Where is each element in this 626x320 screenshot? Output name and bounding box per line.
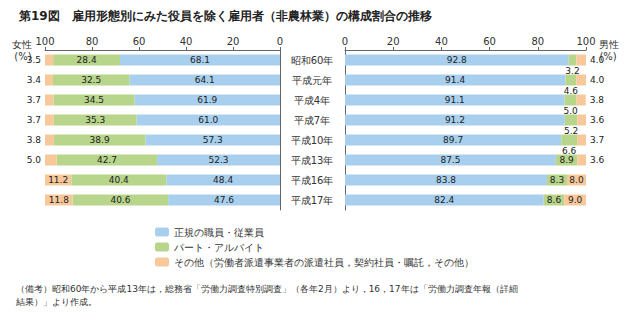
svg-text:40.4: 40.4 [109, 175, 129, 185]
svg-text:87.5: 87.5 [440, 155, 460, 165]
svg-text:91.1: 91.1 [445, 95, 465, 105]
svg-text:5.0: 5.0 [563, 106, 578, 116]
svg-text:3.7: 3.7 [27, 115, 41, 125]
svg-text:5.2: 5.2 [564, 126, 578, 136]
svg-text:11.2: 11.2 [48, 175, 68, 185]
svg-text:38.9: 38.9 [90, 135, 110, 145]
svg-text:28.4: 28.4 [77, 55, 97, 65]
svg-text:68.1: 68.1 [190, 55, 210, 65]
svg-text:40: 40 [435, 36, 448, 47]
svg-text:82.4: 82.4 [434, 195, 454, 205]
svg-text:89.7: 89.7 [443, 135, 463, 145]
svg-text:8.9: 8.9 [559, 155, 574, 165]
svg-text:91.2: 91.2 [445, 115, 465, 125]
svg-text:40.6: 40.6 [110, 195, 130, 205]
svg-text:32.5: 32.5 [81, 75, 101, 85]
svg-text:8.0: 8.0 [569, 175, 584, 185]
svg-text:48.4: 48.4 [213, 175, 233, 185]
svg-text:3.8: 3.8 [590, 95, 605, 105]
svg-text:平成元年: 平成元年 [292, 75, 332, 86]
svg-text:（備考）昭和60年から平成13年は，総務省「労働力調査特別調: （備考）昭和60年から平成13年は，総務省「労働力調査特別調査」（各年2月）より… [16, 284, 518, 294]
svg-text:100: 100 [576, 36, 595, 47]
svg-text:61.9: 61.9 [197, 95, 217, 105]
svg-text:パート・アルバイト: パート・アルバイト [173, 242, 264, 253]
svg-text:47.6: 47.6 [214, 195, 234, 205]
svg-text:平成4年: 平成4年 [294, 95, 330, 106]
svg-text:100: 100 [35, 36, 54, 47]
svg-text:20: 20 [387, 36, 400, 47]
svg-text:4.0: 4.0 [590, 55, 605, 65]
svg-text:正規の職員・従業員: 正規の職員・従業員 [174, 227, 264, 238]
svg-text:結果）」より作成。: 結果）」より作成。 [15, 297, 97, 307]
svg-text:その他（労働者派遣事業者の派遣社員，契約社員・嘱託，その他）: その他（労働者派遣事業者の派遣社員，契約社員・嘱託，その他） [174, 257, 474, 268]
svg-text:57.3: 57.3 [203, 135, 223, 145]
svg-text:40: 40 [180, 36, 193, 47]
svg-text:9.0: 9.0 [568, 195, 583, 205]
svg-text:91.4: 91.4 [445, 75, 465, 85]
svg-text:3.8: 3.8 [27, 135, 42, 145]
svg-text:男性: 男性 [599, 39, 619, 50]
svg-text:平成16年: 平成16年 [291, 175, 334, 186]
svg-text:8.6: 8.6 [547, 195, 562, 205]
svg-text:3.4: 3.4 [27, 75, 42, 85]
svg-text:8.3: 8.3 [550, 175, 564, 185]
svg-text:0: 0 [277, 36, 283, 47]
svg-text:52.3: 52.3 [209, 155, 229, 165]
svg-text:平成7年: 平成7年 [294, 115, 330, 126]
svg-text:61.0: 61.0 [198, 115, 218, 125]
svg-text:0: 0 [342, 36, 348, 47]
svg-text:34.5: 34.5 [84, 95, 104, 105]
svg-text:3.5: 3.5 [27, 55, 41, 65]
svg-text:4.6: 4.6 [564, 86, 579, 96]
svg-text:平成10年: 平成10年 [291, 135, 334, 146]
svg-text:83.8: 83.8 [436, 175, 456, 185]
svg-text:35.3: 35.3 [85, 115, 105, 125]
svg-text:80: 80 [86, 36, 99, 47]
svg-text:3.7: 3.7 [27, 95, 41, 105]
svg-text:20: 20 [227, 36, 240, 47]
svg-text:3.6: 3.6 [590, 155, 605, 165]
svg-text:4.0: 4.0 [590, 75, 605, 85]
svg-text:女性: 女性 [12, 39, 32, 50]
svg-text:平成13年: 平成13年 [291, 155, 334, 166]
svg-text:42.7: 42.7 [97, 155, 117, 165]
svg-text:3.2: 3.2 [565, 66, 579, 76]
svg-text:80: 80 [531, 36, 544, 47]
svg-text:3.6: 3.6 [590, 115, 605, 125]
svg-text:第19図 雇用形態別にみた役員を除く雇用者（非農林業）の構成: 第19図 雇用形態別にみた役員を除く雇用者（非農林業）の構成割合の推移 [18, 9, 432, 23]
svg-text:64.1: 64.1 [195, 75, 215, 85]
svg-text:昭和60年: 昭和60年 [291, 55, 334, 66]
svg-text:92.8: 92.8 [447, 55, 467, 65]
svg-text:60: 60 [133, 36, 146, 47]
svg-text:3.7: 3.7 [590, 135, 604, 145]
svg-text:6.6: 6.6 [562, 146, 577, 156]
svg-text:60: 60 [483, 36, 496, 47]
svg-text:11.8: 11.8 [49, 195, 69, 205]
svg-text:平成17年: 平成17年 [291, 195, 334, 206]
svg-text:5.0: 5.0 [27, 155, 42, 165]
